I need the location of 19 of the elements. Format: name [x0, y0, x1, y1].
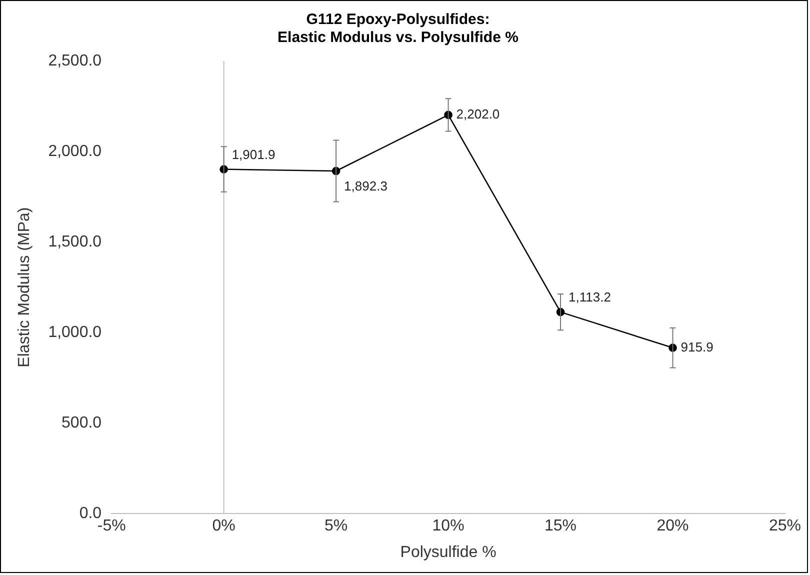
y-axis-title: Elastic Modulus (MPa)	[16, 207, 34, 368]
text: 1,892.3	[344, 178, 388, 194]
text: 2,202.0	[456, 106, 500, 122]
x-tick-label: 5%	[324, 518, 348, 535]
text: 915.9	[680, 339, 714, 354]
x-axis-title: Polysulfide %	[400, 544, 496, 561]
text: 1,901.9	[232, 146, 276, 162]
x-tick-label: 25%	[768, 518, 802, 535]
x-tick-label: 0%	[212, 518, 236, 535]
text: 1,113.2	[568, 290, 611, 305]
y-tick-label: 2,000.0	[48, 142, 102, 160]
x-tick-label: 10%	[432, 518, 464, 535]
y-tick-label: 1,000.0	[48, 324, 102, 341]
y-tick-label: 1,500.0	[48, 233, 102, 250]
x-tick-label: 20%	[656, 518, 689, 535]
chart-title: G112 Epoxy-Polysulfides: Elastic Modulus vs. Polysulfide %	[278, 11, 518, 46]
y-tick-label: 500.0	[62, 414, 102, 432]
x-tick-label: 15%	[544, 518, 577, 535]
y-tick-label: 2,500.0	[48, 52, 102, 70]
